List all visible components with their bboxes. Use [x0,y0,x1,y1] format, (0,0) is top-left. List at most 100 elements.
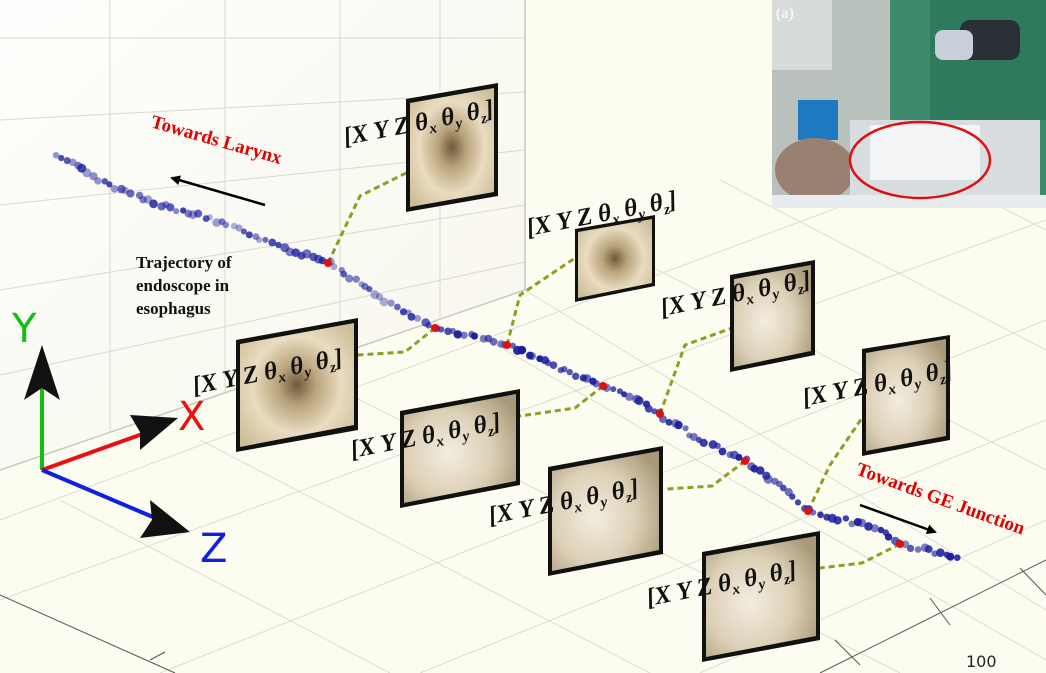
trajectory-point [230,222,238,230]
endoscope-frame-2 [575,215,655,302]
trajectory-point [682,425,689,432]
trajectory-point [755,466,765,475]
coordinate-frame: Y X Z [11,306,227,572]
trajectory-point [549,361,558,370]
trajectory-point [674,420,683,430]
trajectory-point [714,442,721,450]
trajectory-point [848,520,856,528]
trajectory-point [699,438,708,447]
endoscope-frame-7 [548,446,663,576]
trajectory-point [340,270,348,278]
trajectory-point [222,221,230,229]
trajectory-point [77,163,87,173]
trajectory-point [842,515,850,522]
trajectory-point [394,303,401,311]
back-wall-grid [0,0,526,471]
trajectory-point [245,231,253,239]
trajectory-point [864,522,873,531]
trajectory-point [665,418,673,426]
trajectory-point [101,178,109,185]
trajectory-point [616,388,623,395]
trajectory-point [582,374,592,383]
trajectory-point [907,544,915,553]
trajectory-point [330,263,338,271]
trajectory-point [139,196,147,204]
keyframe-marker [599,382,607,390]
trajectory-point [460,331,468,339]
endoscope-frame-8 [702,531,820,662]
trajectory-point [857,518,866,528]
trajectory-point [212,218,221,227]
keyframe-marker [324,259,332,267]
ge-arrow [859,503,937,534]
endoscope-frame-4 [862,335,950,456]
endoscope-frames [236,83,950,662]
trajectory-point [194,209,203,218]
trajectory-point [718,447,727,456]
larynx-arrow [170,175,266,207]
trajectory-point [345,274,354,283]
endoscope-frame-5 [236,318,358,452]
trajectory-point [252,233,260,241]
trajectory-point [425,322,432,329]
trajectory-point [437,326,445,333]
trajectory-caption-2: endoscope in [136,276,230,295]
trajectory-point [126,189,135,198]
trajectory-point [914,546,922,553]
x-arrow-head [130,415,178,450]
inset-tag: (a) [776,5,794,22]
trajectory-point [453,330,462,339]
trajectory-point [572,372,580,380]
trajectory-point [610,386,617,393]
trajectory-point [779,484,787,492]
trajectory-point [302,249,312,259]
trajectory-point [489,337,498,346]
trajectory-point [634,396,644,406]
trajectory-point [517,345,527,355]
trajectory-point [387,299,395,307]
trajectory-point [833,516,842,525]
trajectory-point [735,453,743,461]
trajectory-point [470,332,478,340]
keyframe-marker [896,540,904,548]
trajectory-point [240,228,247,235]
trajectory-point [877,526,885,534]
trajectory-point [644,404,653,413]
trajectory-point [566,368,573,376]
trajectory-point [379,297,389,307]
trajectory-point [184,209,193,218]
endoscope-frame-6 [400,389,520,508]
axis-tick-label: 100 [966,652,997,671]
trajectory-point [936,548,945,557]
trajectory-point [352,275,360,283]
inset-photo: (a) [772,0,1046,208]
keyframe-marker [656,410,664,418]
leader-lines [326,170,901,570]
trajectory-point [366,286,373,293]
trajectory-caption-1: Trajectory of [136,253,232,272]
trajectory-point [625,392,634,401]
trajectory-point [407,313,416,321]
bottom-axis-lines [0,559,1046,673]
y-arrow-head [24,345,60,400]
trajectory-point [58,154,65,162]
trajectory-point [262,236,269,243]
keyframe-markers [324,259,904,548]
trajectory-point [528,352,536,361]
axis-label-z: Z [200,526,227,572]
trajectory-point [206,214,213,221]
trajectory-point [275,241,282,249]
z-arrow-head [140,500,190,538]
keyframe-marker [503,341,511,349]
trajectory-point [954,554,961,561]
axis-label-x: X [178,394,205,440]
trajectory-point [89,172,98,181]
trajectory-point [817,511,824,519]
trajectory-point [870,524,880,533]
trajectory-point [399,308,408,316]
trajectory-point [444,327,452,336]
trajectory-point [149,199,158,209]
trajectory-point [794,499,802,506]
